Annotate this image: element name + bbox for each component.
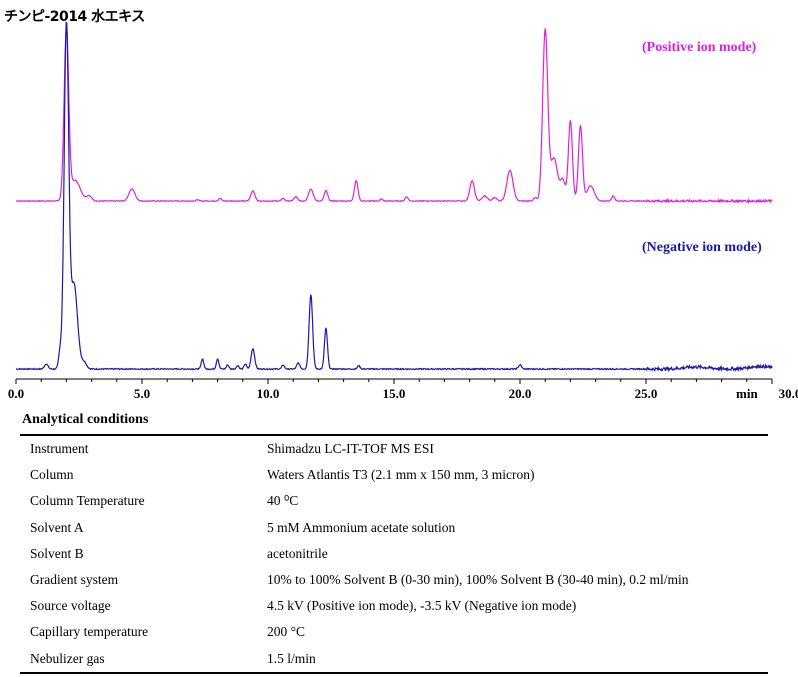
conditions-row: Solvent A 5 mM Ammonium acetate solution (20, 515, 768, 541)
x-axis: 0.0 5.0 10.0 15.0 20.0 25.0 30.0 min (8, 378, 798, 401)
conditions-row: Column Temperature 40 ⁰C (20, 488, 768, 514)
conditions-row: Gradient system 10% to 100% Solvent B (0-… (20, 567, 768, 593)
condition-label: Gradient system (30, 572, 119, 588)
condition-label: Capillary temperature (30, 624, 149, 640)
condition-label: Nebulizer gas (30, 650, 105, 666)
x-tick-label: 30.0 (779, 386, 798, 401)
x-tick-label: 5.0 (134, 386, 150, 401)
condition-value: Waters Atlantis T3 (2.1 mm x 150 mm, 3 m… (267, 467, 535, 483)
positive-mode-label: (Positive ion mode) (642, 40, 757, 55)
conditions-title: Analytical conditions (22, 412, 149, 427)
conditions-row: Source voltage 4.5 kV (Positive ion mode)… (20, 593, 768, 619)
negative-mode-trace (15, 21, 773, 373)
condition-label: Solvent A (30, 519, 84, 535)
condition-value: 200 °C (267, 624, 306, 640)
condition-value: acetonitrile (267, 545, 328, 561)
x-tick-label: 20.0 (509, 386, 532, 401)
conditions-row: Instrument Shimadzu LC-IT-TOF MS ESI (20, 435, 768, 462)
positive-mode-trace (16, 24, 773, 205)
condition-label: Source voltage (30, 598, 111, 614)
conditions-table: Instrument Shimadzu LC-IT-TOF MS ESI Colum… (20, 434, 768, 674)
condition-value: 1.5 l/min (267, 650, 316, 666)
x-tick-label: 15.0 (383, 386, 406, 401)
negative-mode-label: (Negative ion mode) (642, 240, 762, 255)
x-tick-label: 10.0 (257, 386, 280, 401)
condition-label: Solvent B (30, 545, 84, 561)
condition-label: Instrument (30, 441, 89, 457)
page-title: チンピ-2014 水エキス (4, 9, 145, 25)
x-tick-label: 25.0 (635, 386, 658, 401)
condition-value: 4.5 kV (Positive ion mode), -3.5 kV (Neg… (267, 598, 577, 614)
condition-value: 5 mM Ammonium acetate solution (267, 519, 456, 535)
conditions-row: Capillary temperature 200 °C (20, 619, 768, 645)
chromatogram-chart: 0.0 5.0 10.0 15.0 20.0 25.0 30.0 min (8, 21, 798, 401)
x-unit-label: min (736, 386, 758, 401)
conditions-row: Column Waters Atlantis T3 (2.1 mm x 150 m… (20, 462, 768, 488)
condition-value: Shimadzu LC-IT-TOF MS ESI (267, 441, 434, 457)
condition-value: 10% to 100% Solvent B (0-30 min), 100% S… (267, 572, 689, 588)
condition-label: Column Temperature (30, 493, 145, 509)
x-tick-label: 0.0 (8, 386, 24, 401)
condition-value: 40 ⁰C (267, 493, 299, 509)
conditions-row: Nebulizer gas 1.5 l/min (20, 646, 768, 673)
condition-label: Column (30, 467, 74, 483)
conditions-row: Solvent B acetonitrile (20, 541, 768, 567)
